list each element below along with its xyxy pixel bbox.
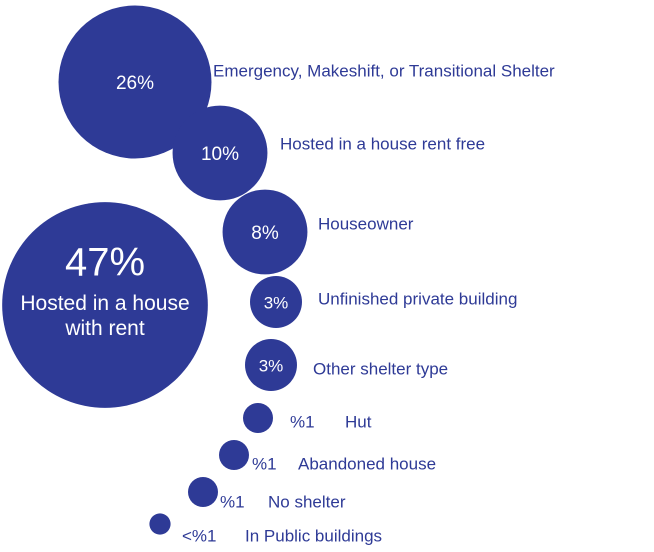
category-label-wrap: Hosted in a house with rent	[20, 292, 190, 340]
category-label: Abandoned house	[298, 454, 436, 473]
value-label: %1	[290, 412, 315, 431]
category-label: Other shelter type	[313, 359, 448, 378]
category-label: Houseowner	[318, 214, 414, 233]
bubble	[188, 477, 218, 507]
bubble	[2, 202, 208, 408]
value-label: <%1	[182, 526, 217, 545]
category-label: Hosted in a house with rent	[20, 292, 190, 340]
value-label: 8%	[251, 223, 279, 244]
category-label: In Public buildings	[245, 526, 382, 545]
value-label: %1	[220, 492, 245, 511]
value-label: %1	[252, 454, 277, 473]
category-label: Unfinished private building	[318, 289, 517, 308]
bubble	[58, 5, 212, 159]
bubble	[245, 339, 297, 391]
value-label: 3%	[264, 293, 289, 312]
value-label: 47%	[65, 241, 145, 285]
category-label: Emergency, Makeshift, or Transitional Sh…	[213, 61, 555, 80]
value-label: 26%	[116, 73, 154, 94]
value-label: 3%	[259, 356, 284, 375]
category-label: Hosted in a house rent free	[280, 134, 485, 153]
bubble	[222, 189, 308, 275]
category-label: No shelter	[268, 492, 346, 511]
bubble	[250, 276, 302, 328]
bubble	[172, 105, 268, 201]
category-label: Hut	[345, 412, 372, 431]
bubble	[219, 440, 249, 470]
bubble	[243, 403, 273, 433]
bubble	[149, 513, 171, 535]
value-label: 10%	[201, 144, 239, 165]
